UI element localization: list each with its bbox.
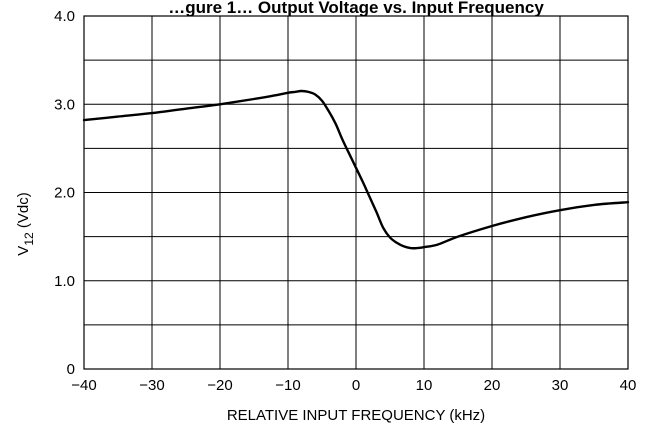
y-tick-labels: 0 1.0 2.0 3.0 4.0 [54,8,75,378]
x-tick-label: −10 [275,377,300,394]
y-tick-label: 4.0 [54,8,75,25]
y-axis-title: V12 (Vdc) [15,192,36,255]
x-tick-label: −20 [207,377,232,394]
y-tick-label: 2.0 [54,185,75,202]
x-axis-title: RELATIVE INPUT FREQUENCY (kHz) [227,407,485,424]
grid [83,15,629,370]
y-axis-title-subscript: 12 [22,232,36,246]
y-tick-label: 1.0 [54,273,75,290]
x-tick-label: −40 [71,377,96,394]
x-tick-labels: −40 −30 −20 −10 0 10 20 30 40 [71,377,636,394]
x-tick-label: 30 [552,377,569,394]
x-tick-label: 10 [416,377,433,394]
y-axis-title-main: V [15,246,32,256]
y-tick-label: 3.0 [54,96,75,113]
x-tick-label: 40 [620,377,637,394]
y-tick-label: 0 [67,361,75,378]
chart-title: …gure 1… Output Voltage vs. Input Freque… [168,0,544,17]
series-line [82,89,630,250]
x-tick-label: 20 [484,377,501,394]
y-axis-title-unit: (Vdc) [15,192,32,232]
plot-frame [83,15,629,370]
x-tick-label: 0 [352,377,360,394]
x-tick-label: −30 [139,377,164,394]
